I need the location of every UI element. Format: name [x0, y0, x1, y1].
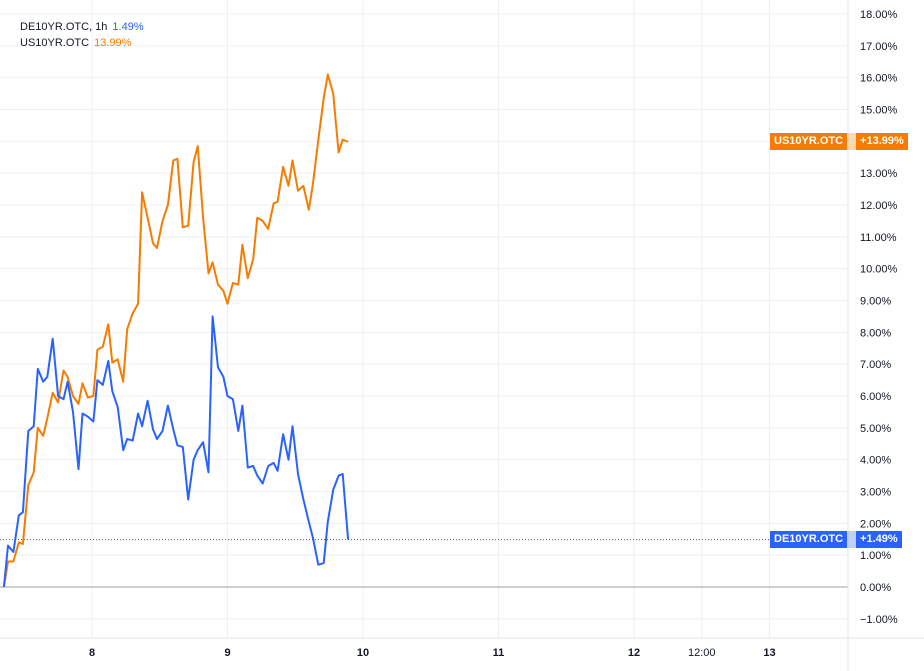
de-badge-value: +1.49%: [860, 533, 898, 546]
x-tick-label: 9: [224, 647, 230, 659]
legend-row-us[interactable]: US10YR.OTC 13.99%: [20, 35, 144, 51]
us-badge-name: US10YR.OTC: [774, 135, 844, 148]
series-layer: [2, 73, 350, 588]
y-tick-label: 3.00%: [860, 487, 891, 499]
us-badge-value: +13.99%: [860, 135, 904, 148]
us10yr-series-line[interactable]: [2, 73, 349, 588]
x-tick-label: 13: [763, 647, 775, 659]
y-tick-label: 5.00%: [860, 423, 891, 435]
x-tick-label: 12: [628, 647, 640, 659]
legend: DE10YR.OTC, 1h 1.49% US10YR.OTC 13.99%: [20, 19, 144, 51]
us-last-value-badge: US10YR.OTC +13.99%: [770, 133, 908, 151]
legend-us-value: 13.99%: [94, 37, 132, 49]
y-tick-label: 0.00%: [860, 582, 891, 594]
de-last-value-badge: DE10YR.OTC +1.49%: [770, 531, 902, 549]
x-tick-label: 8: [89, 647, 95, 659]
y-tick-label: 15.00%: [860, 105, 898, 117]
y-tick-label: 18.00%: [860, 9, 898, 21]
y-tick-label: 4.00%: [860, 455, 891, 467]
x-tick-label: 10: [357, 647, 369, 659]
y-tick-label: 6.00%: [860, 391, 891, 403]
y-tick-label: 8.00%: [860, 327, 891, 339]
y-tick-label: 9.00%: [860, 296, 891, 308]
y-tick-label: 17.00%: [860, 41, 898, 53]
y-tick-label: 11.00%: [860, 232, 897, 244]
legend-de-value: 1.49%: [112, 21, 144, 33]
x-tick-label: 11: [493, 647, 505, 659]
legend-de-label: DE10YR.OTC, 1h: [20, 21, 108, 33]
y-tick-label: 1.00%: [860, 550, 891, 562]
y-tick-label: 7.00%: [860, 359, 891, 371]
legend-us-label: US10YR.OTC: [20, 37, 90, 49]
x-tick-label: 12:00: [688, 647, 716, 659]
y-tick-label: 2.00%: [860, 518, 891, 530]
de-badge-name: DE10YR.OTC: [774, 533, 844, 546]
time-axis[interactable]: 8 9 10 11 12 12:00 13: [89, 647, 776, 659]
legend-row-de[interactable]: DE10YR.OTC, 1h 1.49%: [20, 19, 144, 35]
y-tick-label: 13.00%: [860, 168, 898, 180]
y-tick-label: −1.00%: [860, 614, 898, 626]
grid-lines: [0, 0, 848, 638]
y-tick-label: 16.00%: [860, 73, 898, 85]
de10yr-series-line[interactable]: [2, 315, 350, 588]
y-tick-label: 10.00%: [860, 264, 898, 276]
y-tick-label: 12.00%: [860, 200, 898, 212]
